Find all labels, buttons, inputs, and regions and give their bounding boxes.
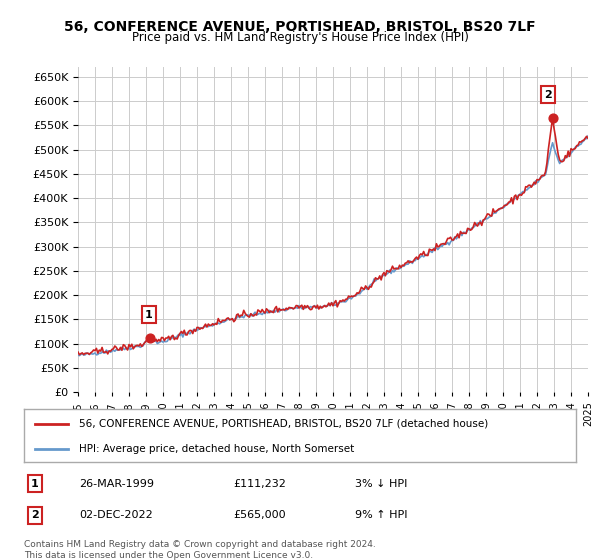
Text: 02-DEC-2022: 02-DEC-2022 (79, 510, 153, 520)
Point (548, 114, 557, 123)
Text: Contains HM Land Registry data © Crown copyright and database right 2024.
This d: Contains HM Land Registry data © Crown c… (24, 540, 376, 560)
Point (145, 334, 155, 343)
Text: 2: 2 (31, 510, 39, 520)
Text: 26-MAR-1999: 26-MAR-1999 (79, 479, 154, 489)
Text: 1: 1 (31, 479, 39, 489)
Text: Price paid vs. HM Land Registry's House Price Index (HPI): Price paid vs. HM Land Registry's House … (131, 31, 469, 44)
Text: 56, CONFERENCE AVENUE, PORTISHEAD, BRISTOL, BS20 7LF: 56, CONFERENCE AVENUE, PORTISHEAD, BRIST… (64, 20, 536, 34)
Text: £111,232: £111,232 (234, 479, 287, 489)
Text: 3% ↓ HPI: 3% ↓ HPI (355, 479, 407, 489)
Text: 2: 2 (544, 90, 552, 100)
Text: 1: 1 (145, 310, 153, 320)
Text: 56, CONFERENCE AVENUE, PORTISHEAD, BRISTOL, BS20 7LF (detached house): 56, CONFERENCE AVENUE, PORTISHEAD, BRIST… (79, 419, 488, 429)
Text: 9% ↑ HPI: 9% ↑ HPI (355, 510, 408, 520)
Text: £565,000: £565,000 (234, 510, 286, 520)
Text: HPI: Average price, detached house, North Somerset: HPI: Average price, detached house, Nort… (79, 444, 355, 454)
